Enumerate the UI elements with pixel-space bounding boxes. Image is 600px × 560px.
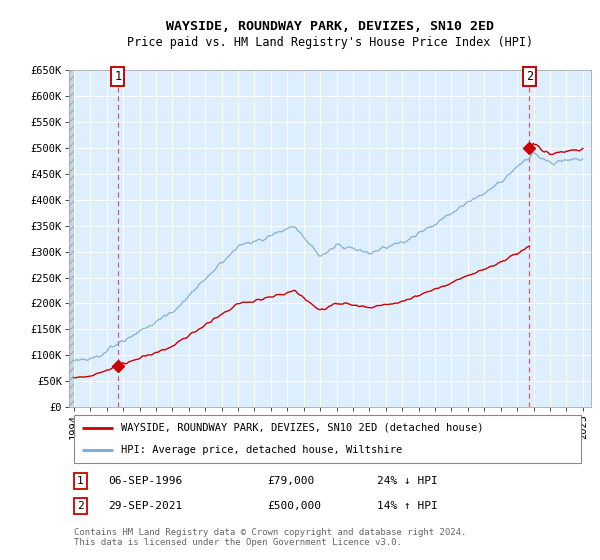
- Text: 29-SEP-2021: 29-SEP-2021: [108, 501, 182, 511]
- Text: Contains HM Land Registry data © Crown copyright and database right 2024.
This d: Contains HM Land Registry data © Crown c…: [74, 528, 467, 547]
- Text: 2: 2: [526, 70, 533, 83]
- Text: WAYSIDE, ROUNDWAY PARK, DEVIZES, SN10 2ED (detached house): WAYSIDE, ROUNDWAY PARK, DEVIZES, SN10 2E…: [121, 423, 484, 432]
- Text: £500,000: £500,000: [268, 501, 322, 511]
- Text: 2: 2: [77, 501, 84, 511]
- Text: 1: 1: [114, 70, 121, 83]
- Text: HPI: Average price, detached house, Wiltshire: HPI: Average price, detached house, Wilt…: [121, 445, 403, 455]
- FancyBboxPatch shape: [74, 415, 581, 463]
- Text: £79,000: £79,000: [268, 476, 314, 486]
- Bar: [69, 70, 74, 407]
- Text: 24% ↓ HPI: 24% ↓ HPI: [377, 476, 438, 486]
- Text: WAYSIDE, ROUNDWAY PARK, DEVIZES, SN10 2ED: WAYSIDE, ROUNDWAY PARK, DEVIZES, SN10 2E…: [166, 20, 494, 32]
- Text: Price paid vs. HM Land Registry's House Price Index (HPI): Price paid vs. HM Land Registry's House …: [127, 36, 533, 49]
- Text: 14% ↑ HPI: 14% ↑ HPI: [377, 501, 438, 511]
- Text: 1: 1: [77, 476, 84, 486]
- Text: 06-SEP-1996: 06-SEP-1996: [108, 476, 182, 486]
